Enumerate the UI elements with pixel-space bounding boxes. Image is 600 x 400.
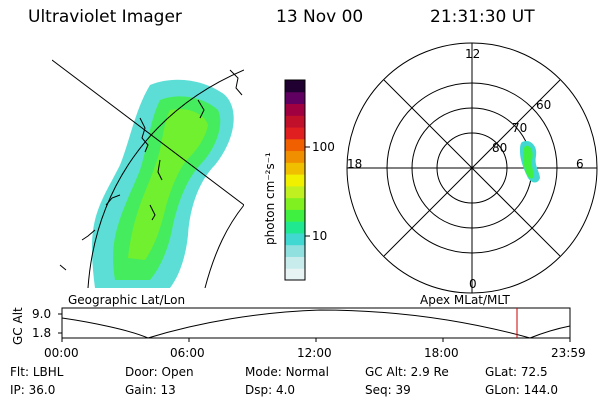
mlt-label-12: 12 — [465, 47, 481, 61]
colorbar-cell — [285, 174, 305, 187]
xtick-1800: 18:00 — [424, 346, 459, 360]
instrument-title: Ultraviolet Imager — [28, 7, 182, 27]
mlat-label-60: 60 — [536, 98, 552, 112]
info-gc-alt: GC Alt: 2.9 Re — [365, 365, 449, 379]
colorbar-cell — [285, 127, 305, 140]
altitude-ytick-9: 9.0 — [32, 307, 52, 321]
info-seq: Seq: 39 — [365, 383, 411, 397]
colorbar-cell — [285, 138, 305, 152]
colorbar-cell — [285, 209, 305, 222]
mlt-label-6: 6 — [576, 157, 584, 171]
mlat-label-70: 70 — [512, 121, 528, 135]
colorbar-cell — [285, 256, 305, 269]
info-ip: IP: 36.0 — [10, 383, 56, 397]
info-door: Door: Open — [125, 365, 194, 379]
xtick-2359: 23:59 — [551, 346, 586, 360]
colorbar-cell — [285, 221, 305, 234]
info-glat: GLat: 72.5 — [485, 365, 548, 379]
xtick-0600: 06:00 — [170, 346, 205, 360]
altitude-ylabel: GC Alt — [11, 307, 25, 345]
colorbar-unit-label: photon cm⁻²s⁻¹ — [263, 152, 277, 245]
colorbar-tick-10: 10 — [312, 229, 328, 243]
colorbar-cell — [285, 197, 305, 210]
colorbar-cell — [285, 244, 305, 257]
altitude-plot — [58, 307, 571, 342]
geo-panel-label: Geographic Lat/Lon — [68, 293, 186, 307]
mlt-label-18: 18 — [347, 157, 363, 171]
colorbar-cell — [285, 268, 305, 280]
colorbar-cell — [285, 80, 305, 93]
colorbar-cell — [285, 232, 305, 246]
colorbar-cell — [285, 115, 305, 128]
colorbar-cell — [285, 150, 305, 163]
observation-time: 21:31:30 UT — [430, 7, 535, 27]
colorbar-cell — [285, 91, 305, 105]
polar-plot-panel — [346, 42, 598, 294]
colorbar-cell — [285, 185, 305, 199]
info-dsp: Dsp: 4.0 — [245, 383, 296, 397]
colorbar-cell — [285, 103, 305, 116]
info-gain: Gain: 13 — [125, 383, 176, 397]
geographic-image-panel — [52, 59, 244, 288]
mlt-label-0: 0 — [469, 277, 477, 291]
colorbar — [284, 79, 310, 281]
altitude-curve — [61, 309, 571, 339]
xtick-0000: 00:00 — [44, 346, 79, 360]
xtick-1200: 12:00 — [297, 346, 332, 360]
info-glon: GLon: 144.0 — [485, 383, 558, 397]
colorbar-cell — [285, 162, 305, 175]
polar-panel-label: Apex MLat/MLT — [420, 293, 510, 307]
colorbar-tick-100: 100 — [312, 140, 335, 154]
info-filter: Flt: LBHL — [10, 365, 64, 379]
info-mode: Mode: Normal — [245, 365, 329, 379]
altitude-ytick-1-8: 1.8 — [32, 326, 52, 340]
mlat-label-80: 80 — [492, 141, 508, 155]
observation-date: 13 Nov 00 — [276, 7, 364, 27]
